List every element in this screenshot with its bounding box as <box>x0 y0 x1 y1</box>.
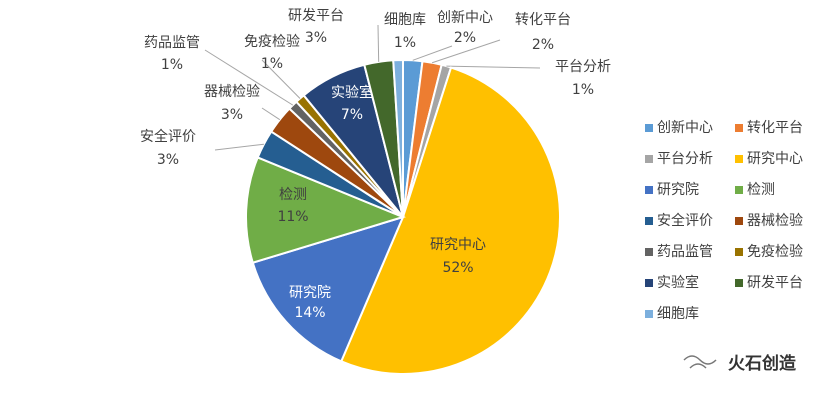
legend-swatch <box>645 155 653 163</box>
slice-value: 7% <box>341 107 363 123</box>
pie-slice <box>339 66 562 375</box>
slice-value: 3% <box>305 30 327 46</box>
leader-line <box>204 49 294 106</box>
slice-value: 1% <box>572 82 594 98</box>
legend-label: 实验室 <box>657 274 699 291</box>
leader-line <box>412 45 453 61</box>
legend-label: 免疫检验 <box>747 244 803 260</box>
slice-label: 安全评价 <box>140 128 196 145</box>
legend-swatch <box>645 186 653 194</box>
legend-swatch <box>645 217 653 225</box>
watermark: 火石创造 <box>728 353 797 374</box>
legend-swatch <box>735 217 743 225</box>
slice-label: 研发平台 <box>288 8 344 24</box>
legend-label: 研发平台 <box>747 275 803 291</box>
slice-value: 2% <box>454 30 476 46</box>
leader-line <box>214 143 264 151</box>
legend-swatch <box>645 310 653 318</box>
legend-label: 细胞库 <box>657 306 699 322</box>
legend-swatch <box>645 279 653 287</box>
slice-value: 1% <box>161 57 183 73</box>
slice-value: 52% <box>442 260 473 276</box>
legend-swatch <box>645 124 653 132</box>
pie-slice <box>392 58 404 218</box>
slice-label: 检测 <box>279 187 307 203</box>
legend-swatch <box>645 248 653 256</box>
legend-label: 药品监管 <box>657 244 713 260</box>
leader-line <box>261 59 301 99</box>
legend-label: 平台分析 <box>657 151 713 167</box>
slice-label: 免疫检验 <box>244 34 300 50</box>
legend-label: 检测 <box>747 182 775 198</box>
legend-label: 器械检验 <box>747 213 803 229</box>
slice-value: 1% <box>394 35 416 51</box>
slice-label: 细胞库 <box>384 12 426 28</box>
legend-swatch <box>735 279 743 287</box>
slice-value: 2% <box>532 37 554 53</box>
leader-line <box>261 107 281 121</box>
slice-value: 11% <box>277 209 308 225</box>
slice-value: 14% <box>294 305 325 321</box>
slice-label: 器械检验 <box>204 84 260 100</box>
slice-value: 3% <box>221 107 243 123</box>
slice-label: 创新中心 <box>437 10 493 26</box>
slice-label: 转化平台 <box>515 12 571 28</box>
slice-label: 研究中心 <box>430 237 486 253</box>
legend-label: 转化平台 <box>747 120 803 136</box>
slice-value: 3% <box>157 152 179 168</box>
legend-label: 研究中心 <box>747 151 803 167</box>
pie-slice <box>245 156 406 264</box>
legend-label: 安全评价 <box>657 212 713 229</box>
slice-label: 平台分析 <box>555 59 611 75</box>
legend-label: 研究院 <box>657 182 699 198</box>
legend-label: 创新中心 <box>657 120 713 136</box>
slice-label: 药品监管 <box>144 35 200 51</box>
legend-swatch <box>735 124 743 132</box>
leader-line <box>446 65 541 69</box>
leader-line <box>431 39 501 64</box>
slice-value: 1% <box>261 56 283 72</box>
slice-label: 研究院 <box>289 285 331 301</box>
leader-line <box>377 24 380 62</box>
watermark-icon <box>683 355 717 369</box>
pie-slice <box>251 215 405 363</box>
legend-swatch <box>735 186 743 194</box>
legend-swatch <box>735 155 743 163</box>
slice-label: 实验室 <box>331 84 373 101</box>
legend-swatch <box>735 248 743 256</box>
